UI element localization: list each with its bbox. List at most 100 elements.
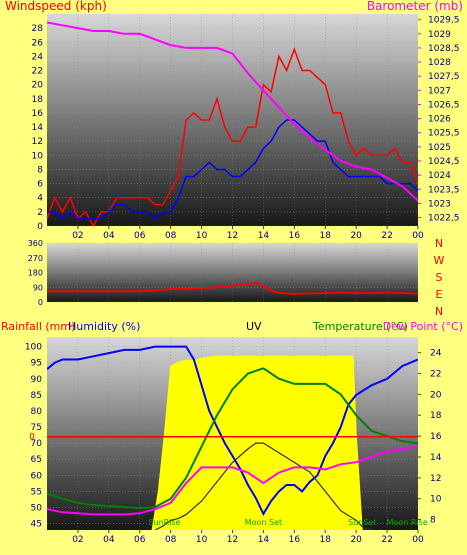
humidity-tick-label: 80 — [31, 407, 43, 417]
compass-label: W — [434, 254, 445, 267]
direction-tick-label: 90 — [33, 283, 43, 292]
dir-series-line — [47, 281, 418, 295]
x-tick-label: 10 — [196, 535, 208, 545]
humidity-tick-label: 95 — [31, 359, 42, 369]
temp-series-line — [47, 367, 418, 510]
windspeed-tick-label: 10 — [32, 151, 44, 161]
humidity-tick-label: 75 — [31, 423, 42, 433]
humidity-tick-label: 70 — [31, 439, 43, 449]
humidity-tick-label: 100 — [25, 343, 42, 353]
x-tick-label: 18 — [320, 231, 332, 241]
rainfall-axis-label: Rainfall (mm) — [1, 320, 75, 333]
barometer-tick-label: 1029 — [428, 30, 451, 40]
x-tick-label: 04 — [103, 535, 115, 545]
x-tick-label: 02 — [72, 535, 83, 545]
windspeed-tick-label: 28 — [32, 24, 44, 34]
sun-moon-event-label: Moon Rise — [387, 518, 428, 527]
humidity-tick-label: 55 — [31, 487, 42, 497]
direction-tick-label: 360 — [28, 239, 43, 248]
direction-tick-label: 0 — [38, 298, 43, 307]
sun-moon-event-label: SunSet — [348, 518, 376, 527]
compass-label: N — [435, 237, 443, 250]
temperature-axis-label: Temperature (°C) — [312, 320, 408, 333]
barometer-tick-label: 1023 — [428, 199, 451, 209]
x-tick-label: 18 — [320, 535, 332, 545]
temperature-tick-label: 20 — [430, 390, 442, 400]
temperature-tick-label: 10 — [430, 495, 442, 505]
humidity-axis-label: Humidity (%) — [68, 320, 140, 333]
x-tick-label: 00 — [412, 535, 424, 545]
barometer-tick-label: 1022,5 — [428, 214, 460, 224]
wind-baro-panel: 02468101214161820222426281022,510231023,… — [5, 0, 463, 241]
x-tick-label: 04 — [103, 231, 115, 241]
compass-label: N — [435, 305, 443, 318]
uv-series-line — [154, 442, 372, 530]
dewpoint-axis-label: Dew Point (°C) — [383, 320, 463, 333]
temperature-tick-label: 18 — [430, 411, 442, 421]
dew-series-line — [47, 445, 418, 516]
windspeed-tick-label: 18 — [32, 95, 44, 105]
baro-series-line — [47, 21, 418, 202]
temperature-tick-label: 8 — [430, 516, 436, 526]
x-tick-label: 14 — [258, 231, 270, 241]
windspeed-axis-label: Windspeed (kph) — [5, 0, 107, 13]
temperature-tick-label: 22 — [430, 370, 441, 380]
windspeed-tick-label: 22 — [32, 67, 43, 77]
hum-series-line — [47, 345, 418, 517]
barometer-tick-label: 1028,5 — [428, 44, 460, 54]
windspeed-tick-label: 26 — [32, 38, 44, 48]
x-tick-label: 00 — [412, 231, 424, 241]
humidity-tick-label: 60 — [31, 471, 43, 481]
x-tick-label: 12 — [227, 231, 238, 241]
direction-tick-label: 180 — [28, 269, 43, 278]
rainfall-tick-label: 0 — [29, 433, 35, 443]
x-tick-label: 06 — [134, 535, 146, 545]
barometer-tick-label: 1025 — [428, 143, 451, 153]
windspeed-tick-label: 4 — [37, 194, 43, 204]
windspeed-tick-label: 12 — [32, 137, 43, 147]
compass-label: E — [436, 288, 443, 301]
x-tick-label: 08 — [165, 231, 177, 241]
windspeed-tick-label: 6 — [37, 180, 43, 190]
barometer-tick-label: 1026,5 — [428, 100, 460, 110]
barometer-tick-label: 1028 — [428, 58, 451, 68]
barometer-tick-label: 1027 — [428, 86, 451, 96]
humidity-tick-label: 45 — [31, 520, 42, 530]
x-tick-label: 14 — [258, 535, 270, 545]
windspeed-tick-label: 24 — [32, 52, 44, 62]
windspeed-tick-label: 14 — [32, 123, 44, 133]
x-tick-label: 16 — [289, 535, 301, 545]
barometer-tick-label: 1024,5 — [428, 157, 460, 167]
windspeed-tick-label: 2 — [37, 208, 43, 218]
windspeed-tick-label: 0 — [37, 222, 43, 232]
barometer-tick-label: 1024 — [428, 171, 451, 181]
sun-moon-event-label: Moon Set — [245, 518, 282, 527]
compass-label: S — [436, 271, 443, 284]
barometer-tick-label: 1025,5 — [428, 129, 460, 139]
temperature-tick-label: 14 — [430, 453, 442, 463]
humidity-tick-label: 90 — [31, 375, 43, 385]
x-tick-label: 20 — [350, 231, 362, 241]
barometer-tick-label: 1026 — [428, 115, 451, 125]
x-tick-label: 02 — [72, 231, 83, 241]
temperature-tick-label: 12 — [430, 474, 441, 484]
barometer-axis-label: Barometer (mb) — [367, 0, 463, 13]
x-tick-label: 12 — [227, 535, 238, 545]
sun-moon-event-label: SunRise — [148, 518, 180, 527]
x-tick-label: 08 — [165, 535, 177, 545]
barometer-tick-label: 1027,5 — [428, 72, 460, 82]
x-tick-label: 10 — [196, 231, 208, 241]
windspeed-tick-label: 20 — [32, 81, 44, 91]
humidity-tick-label: 65 — [31, 455, 42, 465]
avg-series-line — [47, 119, 418, 220]
barometer-tick-label: 1029,5 — [428, 16, 460, 26]
x-tick-label: 06 — [134, 231, 146, 241]
uv-axis-label: UV — [246, 320, 262, 333]
barometer-tick-label: 1023,5 — [428, 185, 460, 195]
x-tick-label: 22 — [381, 231, 392, 241]
direction-tick-label: 270 — [28, 254, 43, 263]
x-tick-label: 16 — [289, 231, 301, 241]
x-tick-label: 20 — [350, 535, 362, 545]
